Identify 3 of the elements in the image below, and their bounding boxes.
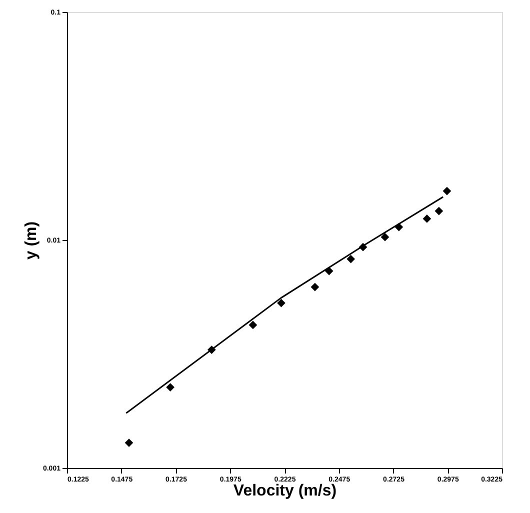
line-series [125,196,444,414]
x-axis-title: Velocity (m/s) [233,482,337,500]
y-axis-title: y (m) [22,221,40,260]
